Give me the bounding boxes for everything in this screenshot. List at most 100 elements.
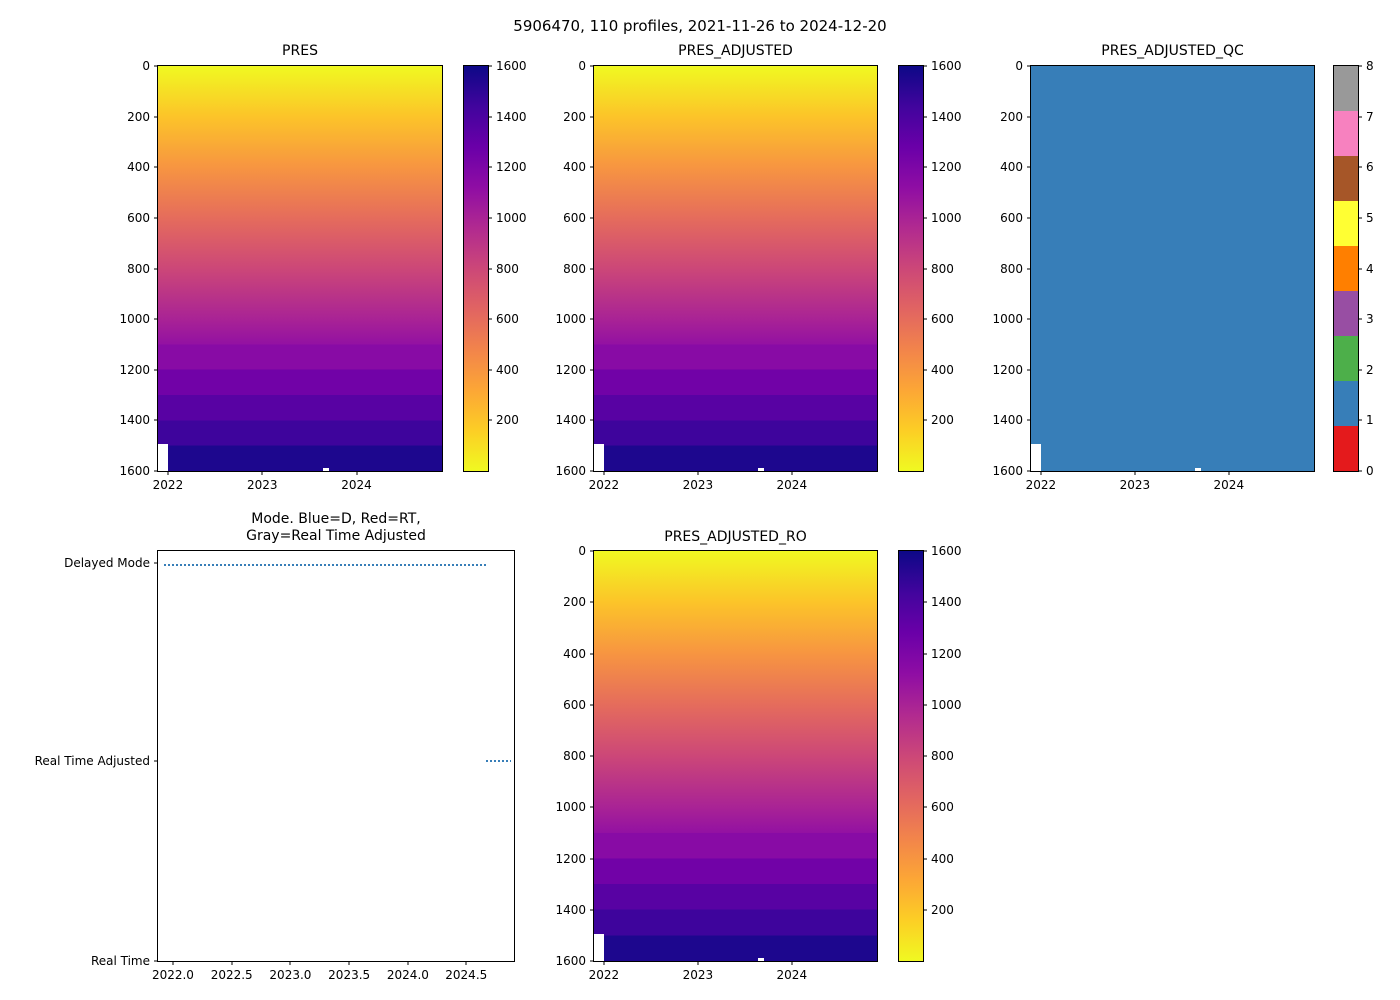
tick-label: 800 <box>563 261 586 276</box>
pres-adjusted-ro-colorbar: 1600 1400 1200 1000 800 600 400 200 <box>898 544 962 962</box>
tick-label: 1000 <box>992 312 1023 327</box>
tick-label: 200 <box>563 595 586 610</box>
tick-label: 400 <box>127 160 150 175</box>
tick-label: 400 <box>496 362 519 377</box>
tick-label: 1000 <box>555 800 586 815</box>
tick-mark <box>923 419 927 421</box>
tick-label: 2022 <box>1025 478 1057 492</box>
tick-label: 1400 <box>555 413 586 428</box>
tick-mark <box>590 653 594 654</box>
pres-adjusted-colorbar: 1600 1400 1200 1000 800 600 400 200 <box>898 59 962 472</box>
tick-mark <box>923 369 927 371</box>
tick-label: 2022.5 <box>210 968 253 982</box>
pres-adjusted-missing-data-notch <box>594 444 604 471</box>
real-time-adjusted-marker-series <box>486 760 512 763</box>
tick-mark <box>1358 166 1362 168</box>
tick-mark <box>1358 369 1362 371</box>
tick-mark <box>154 760 158 762</box>
tick-mark <box>603 471 605 475</box>
tick-label: 1200 <box>555 362 586 377</box>
mode-title-line2: Gray=Real Time Adjusted <box>246 528 426 544</box>
tick-mark <box>590 116 594 118</box>
qc-colorbar-segment <box>1334 336 1358 381</box>
tick-mark <box>1228 471 1230 475</box>
tick-mark <box>590 65 594 67</box>
tick-mark <box>154 65 158 67</box>
tick-mark <box>590 550 594 552</box>
tick-label: 1000 <box>496 210 527 225</box>
qc-colorbar-segment <box>1334 426 1358 471</box>
tick-mark <box>1040 471 1042 475</box>
tick-mark <box>1358 268 1362 269</box>
pres-adjusted-qc-missing-data-speck <box>1195 468 1202 471</box>
tick-label: 1200 <box>992 362 1023 377</box>
tick-label: 1600 <box>496 59 527 73</box>
tick-label: Real Time <box>90 954 150 968</box>
tick-mark <box>1027 369 1031 371</box>
tick-mark <box>488 318 492 320</box>
pres-missing-data-speck <box>322 468 329 471</box>
tick-mark <box>590 369 594 371</box>
pres-adjusted-ro-heatmap: 0 200 400 600 800 1000 1200 1400 1600 2022 2023 20… <box>555 544 878 982</box>
tick-mark <box>154 318 158 320</box>
tick-label: 8 <box>1366 59 1374 73</box>
tick-mark <box>1027 116 1031 118</box>
tick-mark <box>488 369 492 371</box>
tick-mark <box>1027 65 1031 67</box>
tick-label: 800 <box>1000 261 1023 276</box>
tick-label: 800 <box>563 749 586 763</box>
tick-mark <box>590 755 594 757</box>
tick-mark <box>465 961 467 965</box>
mode-y-axis-ticks: Delayed Mode Real Time Adjusted Real Time <box>35 551 514 968</box>
tick-label: 2024 <box>341 478 372 492</box>
pres-adjusted-ro-x-axis-ticks: 2022 2023 2024 <box>589 551 877 982</box>
tick-mark <box>154 369 158 371</box>
tick-mark <box>590 318 594 320</box>
pres-adjusted-qc-colorbar: 8 7 6 5 4 3 2 1 0 <box>1333 59 1374 478</box>
tick-label: 1400 <box>931 109 962 124</box>
tick-mark <box>154 166 158 168</box>
tick-mark <box>697 961 699 965</box>
tick-mark <box>407 961 409 965</box>
tick-mark <box>603 961 605 965</box>
tick-label: 2022 <box>152 478 184 492</box>
tick-mark <box>923 268 927 269</box>
tick-label: 200 <box>1000 109 1023 124</box>
pres-adjusted-y-axis-ticks: 0 200 400 600 800 1000 1200 1400 1600 <box>555 59 877 478</box>
tick-label: 4 <box>1366 261 1374 276</box>
tick-mark <box>1134 471 1136 475</box>
pres-adjusted-qc-title: PRES_ADJUSTED_QC <box>1101 43 1244 59</box>
tick-label: 200 <box>127 109 150 124</box>
tick-label: 200 <box>496 413 519 428</box>
tick-label: 1400 <box>555 902 586 917</box>
tick-mark <box>923 217 927 219</box>
tick-label: 2024 <box>776 478 808 492</box>
mode-title-line1: Mode. Blue=D, Red=RT, <box>251 511 421 527</box>
qc-colorbar-segment <box>1334 381 1358 426</box>
tick-label: 800 <box>127 261 150 276</box>
tick-mark <box>1358 318 1362 320</box>
tick-label: 0 <box>1366 464 1374 478</box>
tick-label: 600 <box>496 312 519 327</box>
tick-mark <box>1358 116 1362 118</box>
tick-mark <box>488 116 492 118</box>
mode-title: Mode. Blue=D, Red=RT, Gray=Real Time Adj… <box>157 511 515 545</box>
tick-mark <box>356 471 358 475</box>
tick-label: 400 <box>931 851 954 866</box>
tick-label: 2022.0 <box>151 968 194 982</box>
tick-label: 2 <box>1366 362 1374 377</box>
tick-label: 2023 <box>1119 478 1151 492</box>
tick-mark <box>590 268 594 269</box>
pres-adjusted-ro-y-axis-ticks: 0 200 400 600 800 1000 1200 1400 1600 <box>555 544 877 968</box>
tick-label: 600 <box>931 800 954 815</box>
tick-label: 600 <box>563 210 586 225</box>
tick-mark <box>1027 217 1031 219</box>
pres-adjusted-qc-missing-data-notch <box>1031 444 1041 471</box>
tick-label: Delayed Mode <box>64 555 150 570</box>
tick-mark <box>590 704 594 706</box>
pres-adjusted-qc-heatmap: 0 200 400 600 800 1000 1200 1400 1600 2022 2023 20… <box>992 59 1315 492</box>
tick-label: 800 <box>931 749 954 763</box>
tick-mark <box>154 960 158 962</box>
tick-label: 600 <box>127 210 150 225</box>
